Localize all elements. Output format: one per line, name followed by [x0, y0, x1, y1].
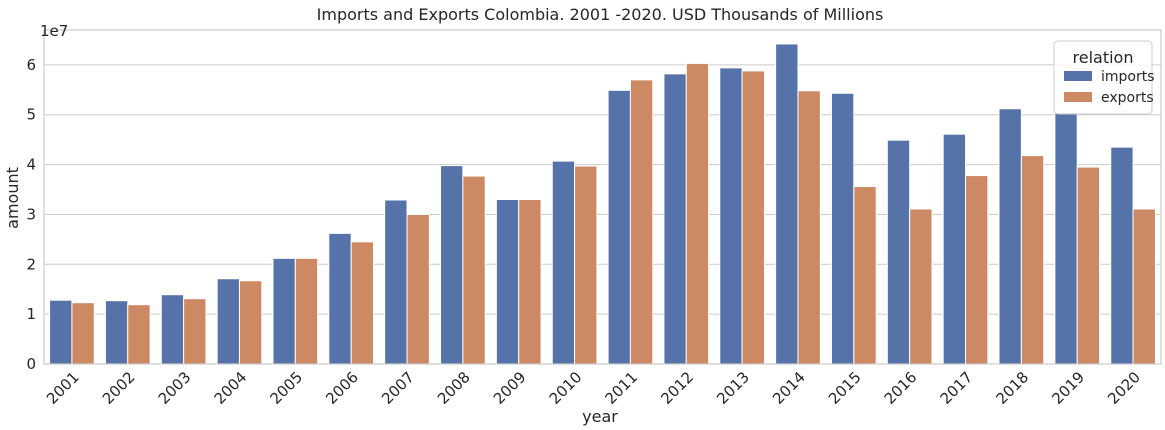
x-tick-label: 2020 — [1104, 368, 1144, 408]
bar-exports-2003 — [183, 298, 207, 365]
bar-exports-2012 — [685, 62, 710, 365]
x-tick-label: 2004 — [211, 368, 251, 408]
bar-imports-2003 — [160, 294, 185, 365]
bar-imports-2013 — [719, 67, 743, 365]
y-tick-label: 3 — [26, 205, 36, 223]
bars — [49, 43, 1156, 365]
y-tick-labels: 0 1 2 3 4 5 6 — [26, 56, 36, 373]
x-tick-label: 2003 — [155, 368, 195, 408]
bar-imports-2015 — [830, 92, 855, 365]
bar-exports-2001 — [71, 302, 95, 365]
y-offset-label: 1e7 — [40, 22, 68, 40]
bar-imports-2004 — [216, 278, 240, 365]
x-tick-label: 2017 — [937, 368, 977, 408]
bar-exports-2018 — [1020, 155, 1045, 365]
x-tick-label: 2015 — [825, 368, 865, 408]
x-tick-label: 2007 — [378, 368, 418, 408]
x-tick-label: 2018 — [992, 368, 1032, 408]
bar-imports-2009 — [495, 198, 520, 365]
x-tick-label: 2006 — [322, 368, 362, 408]
x-tick-label: 2013 — [713, 368, 753, 408]
x-tick-label: 2009 — [490, 368, 530, 408]
bar-exports-2014 — [797, 90, 821, 365]
legend-swatch-imports — [1064, 71, 1092, 81]
bar-exports-2011 — [629, 79, 654, 365]
x-tick-label: 2016 — [881, 368, 921, 408]
bar-imports-2007 — [384, 199, 408, 365]
x-tick-label: 2012 — [657, 368, 697, 408]
bar-imports-2017 — [942, 133, 967, 365]
bar-exports-2005 — [294, 257, 319, 365]
bar-exports-2017 — [965, 175, 989, 365]
bar-imports-2016 — [886, 139, 911, 365]
y-tick-label: 4 — [26, 156, 36, 174]
bar-exports-2019 — [1076, 166, 1101, 365]
bar-imports-2001 — [49, 299, 73, 365]
legend-swatch-exports — [1064, 92, 1092, 102]
bar-imports-2012 — [663, 73, 687, 365]
bar-exports-2010 — [574, 165, 598, 365]
y-tick-label: 2 — [26, 255, 36, 273]
bar-exports-2008 — [462, 175, 486, 365]
legend-label-imports: imports — [1101, 69, 1155, 85]
x-tick-label: 2011 — [602, 368, 642, 408]
bar-exports-2002 — [127, 304, 151, 365]
bar-imports-2002 — [104, 300, 129, 365]
bar-imports-2006 — [328, 232, 352, 365]
bar-exports-2009 — [518, 198, 542, 365]
chart-title: Imports and Exports Colombia. 2001 -2020… — [317, 5, 884, 24]
bar-imports-2014 — [775, 43, 799, 365]
x-tick-label: 2002 — [99, 368, 139, 408]
x-tick-label: 2019 — [1048, 368, 1088, 408]
plot-frame — [43, 29, 1162, 365]
y-tick-label: 0 — [26, 355, 36, 373]
bar-exports-2015 — [853, 186, 877, 365]
x-tick-label: 2014 — [769, 368, 809, 408]
bar-imports-2019 — [1054, 112, 1078, 365]
bar-exports-2006 — [350, 241, 375, 365]
legend: relation imports exports — [1053, 40, 1155, 115]
bar-imports-2020 — [1110, 146, 1134, 365]
y-tick-label: 6 — [26, 56, 36, 74]
legend-title: relation — [1073, 48, 1134, 67]
legend-label-exports: exports — [1101, 90, 1154, 106]
x-axis-label: year — [582, 407, 618, 426]
y-tick-label: 1 — [26, 305, 36, 323]
x-tick-label: 2010 — [546, 368, 586, 408]
y-tick-label: 5 — [26, 106, 36, 124]
bar-exports-2013 — [741, 70, 765, 365]
x-tick-labels: 2001 2002 2003 2004 2005 2006 2007 2008 2009 2010… — [43, 368, 1144, 408]
bar-exports-2016 — [909, 208, 933, 365]
bar-imports-2018 — [998, 108, 1022, 365]
grid-lines — [44, 64, 1161, 365]
y-axis-label: amount — [3, 167, 22, 229]
bar-imports-2010 — [551, 160, 576, 365]
bar-exports-2020 — [1132, 208, 1156, 365]
x-tick-label: 2008 — [434, 368, 474, 408]
bar-imports-2008 — [440, 165, 464, 365]
bar-imports-2005 — [272, 257, 296, 365]
x-tick-label: 2005 — [266, 368, 306, 408]
bar-exports-2007 — [406, 213, 430, 365]
bar-exports-2004 — [238, 280, 263, 365]
x-tick-label: 2001 — [43, 368, 83, 408]
bar-imports-2011 — [607, 89, 631, 365]
